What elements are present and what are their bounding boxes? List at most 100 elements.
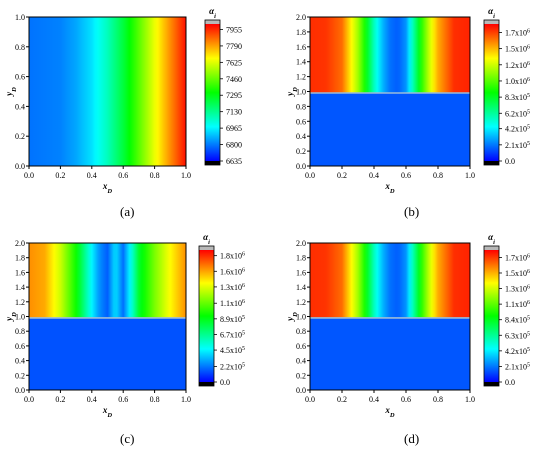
colorbar-tick-label: 1.3x106 xyxy=(220,283,245,292)
colorbar-tick-label: 2.1x105 xyxy=(505,141,530,150)
x-tick-label: 0.8 xyxy=(433,395,443,404)
colorbar-tick-label: 6.2x105 xyxy=(505,109,530,118)
colorbar-tick-label: 0.0 xyxy=(505,157,515,166)
y-tick-label: 2.0 xyxy=(15,239,25,248)
colorbar-tick-label: 7295 xyxy=(226,91,242,100)
colorbar-tick-label: 1.7x106 xyxy=(505,28,530,37)
colorbar-tick-label: 1.5x106 xyxy=(505,45,530,54)
colorbar-tick-label: 7130 xyxy=(226,108,242,117)
y-tick-label: 1.2 xyxy=(15,298,25,307)
y-tick-label: 0.4 xyxy=(15,102,25,111)
y-tick-label: 1.6 xyxy=(296,268,306,277)
x-tick-label: 0.0 xyxy=(305,171,315,180)
y-tick-label: 0.2 xyxy=(296,371,306,380)
y-tick-label: 0.8 xyxy=(15,43,25,52)
colorbar-gradient xyxy=(205,24,220,161)
colorbar-gradient xyxy=(484,24,499,161)
x-tick-label: 0.4 xyxy=(369,171,379,180)
y-tick-label: 0.0 xyxy=(296,162,306,171)
x-axis-label: xD xyxy=(384,181,395,195)
y-tick-label: 1.6 xyxy=(296,43,306,52)
colorbar: αi 0.0 2.2x105 4.5x105 6.7x105 8.9x105 1.1x106… xyxy=(198,232,245,387)
x-tick-label: 0.6 xyxy=(401,171,411,180)
colorbar-tick-label: 6.7x105 xyxy=(220,330,245,339)
colorbar-tick-label: 2.1x105 xyxy=(505,362,530,371)
panel-a-chart: 0.0 0.2 0.4 0.6 0.8 1.0 0.0 0.2 0.4 0.6 0.8 1.0 xD yD… xyxy=(4,6,242,195)
colorbar-tick-label: 1.6x106 xyxy=(220,267,245,276)
colorbar-over xyxy=(484,246,499,250)
colorbar: αi 6635 6800 6965 7130 7295 7460 7625 7790 7955 xyxy=(204,6,242,166)
colorbar-tick-label: 1.2x106 xyxy=(505,61,530,70)
colorbar-tick-label: 6.3x105 xyxy=(505,331,530,340)
colorbar-frame xyxy=(483,19,500,166)
x-tick-label: 0.0 xyxy=(24,171,34,180)
colorbar-under xyxy=(205,161,220,165)
x-tick-label: 0.0 xyxy=(24,395,34,404)
y-tick-label: 0.0 xyxy=(15,162,25,171)
colorbar-tick-label: 4.5x105 xyxy=(220,346,245,355)
colorbar-tick-label: 7460 xyxy=(226,75,242,84)
colorbar-gradient xyxy=(484,250,499,382)
colorbar-title: αi xyxy=(488,232,495,246)
y-tick-label: 0.6 xyxy=(296,342,306,351)
x-axis-label: xD xyxy=(384,405,395,419)
x-tick-label: 0.2 xyxy=(55,171,65,180)
colorbar-title: αi xyxy=(203,232,210,246)
colorbar: αi 0.0 2.1x105 4.2x105 6.3x105 8.4x105 1.1x106… xyxy=(483,232,530,387)
x-tick-label: 1.0 xyxy=(465,171,475,180)
y-axis-label: yD xyxy=(4,87,18,97)
x-axis-label: xD xyxy=(102,405,113,419)
colorbar-tick-label: 7955 xyxy=(226,25,242,34)
y-tick-label: 0.6 xyxy=(15,342,25,351)
colorbar-tick-label: 6635 xyxy=(226,157,242,166)
colorbar-under xyxy=(484,382,499,386)
panel-d-chart: 0.0 0.2 0.4 0.6 0.8 1.0 0.0 0.2 0.4 0.6 0.8 1.0 1.2 1… xyxy=(285,232,530,419)
y-tick-label: 1.4 xyxy=(296,283,306,292)
colorbar-gradient xyxy=(199,250,214,382)
colorbar-under xyxy=(484,161,499,165)
colorbar: αi 0.0 2.1x105 4.2x105 6.2x105 8.3x105 1.0x106… xyxy=(483,6,530,166)
x-tick-label: 1.0 xyxy=(181,171,191,180)
colorbar-frame xyxy=(483,245,500,387)
y-tick-label: 0.8 xyxy=(15,327,25,336)
y-tick-label: 2.0 xyxy=(296,13,306,22)
colorbar-over xyxy=(199,246,214,250)
colorbar-tick-label: 0.0 xyxy=(220,378,230,387)
colorbar-tick-label: 4.2x105 xyxy=(505,125,530,134)
colorbar-tick-label: 7625 xyxy=(226,58,242,67)
y-tick-label: 1.6 xyxy=(15,268,25,277)
x-tick-label: 0.2 xyxy=(55,395,65,404)
colorbar-tick-label: 1.1x106 xyxy=(220,299,245,308)
upper-layer-field xyxy=(310,243,470,318)
y-tick-label: 0.4 xyxy=(15,357,25,366)
x-tick-label: 0.8 xyxy=(150,395,160,404)
x-tick-label: 0.6 xyxy=(118,395,128,404)
y-tick-label: 1.8 xyxy=(296,28,306,37)
colorbar-over xyxy=(484,20,499,24)
colorbar-tick-label: 1.3x106 xyxy=(505,285,530,294)
y-tick-label: 0.2 xyxy=(15,132,25,141)
colorbar-title: αi xyxy=(488,6,495,20)
upper-layer-field xyxy=(310,17,470,93)
colorbar-under xyxy=(199,382,214,386)
x-tick-label: 0.6 xyxy=(401,395,411,404)
y-tick-label: 1.8 xyxy=(296,254,306,263)
colorbar-tick-label: 2.2x105 xyxy=(220,362,245,371)
colorbar-tick-label: 1.8x106 xyxy=(220,252,245,261)
y-tick-label: 0.2 xyxy=(296,147,306,156)
y-axis-label: yD xyxy=(285,87,299,97)
x-tick-label: 0.4 xyxy=(87,171,97,180)
panel-c-chart: 0.0 0.2 0.4 0.6 0.8 1.0 0.0 0.2 0.4 0.6 0.8 1.0 1.2 1… xyxy=(4,232,245,419)
x-tick-label: 0.8 xyxy=(150,171,160,180)
colorbar-tick-label: 6965 xyxy=(226,124,242,133)
colorbar-tick-label: 7790 xyxy=(226,42,242,51)
y-axis-label: yD xyxy=(4,312,18,322)
colorbar-tick-label: 6800 xyxy=(226,141,242,150)
colorbar-tick-label: 8.3x105 xyxy=(505,93,530,102)
y-tick-label: 1.0 xyxy=(15,13,25,22)
colorbar-over xyxy=(205,20,220,24)
y-tick-label: 1.4 xyxy=(15,283,25,292)
colorbar-tick-label: 1.0x106 xyxy=(505,77,530,86)
y-tick-label: 0.4 xyxy=(296,357,306,366)
